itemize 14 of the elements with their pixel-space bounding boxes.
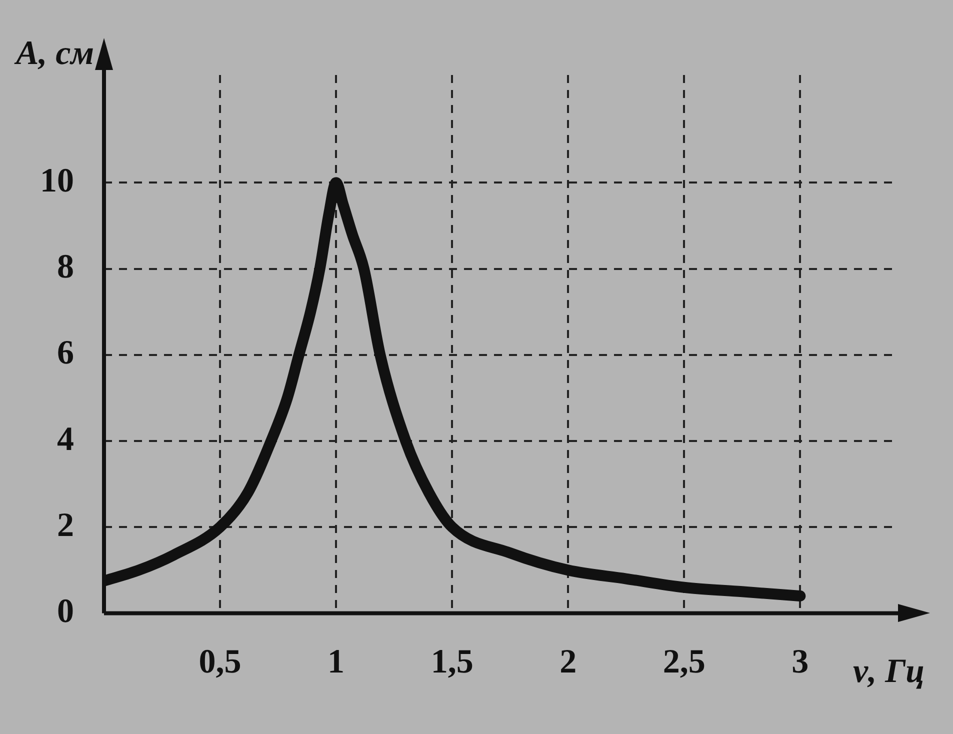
y-axis-title: A, см xyxy=(14,34,94,72)
y-tick-label: 10 xyxy=(40,162,74,200)
y-tick-label: 8 xyxy=(57,248,74,286)
x-tick-label: 1,5 xyxy=(430,643,474,680)
x-tick-label: 1 xyxy=(328,643,345,680)
x-tick-label: 0,5 xyxy=(198,643,242,680)
x-tick-label: 2 xyxy=(560,643,577,680)
y-tick-label: 0 xyxy=(57,592,74,630)
x-tick-label: 2,5 xyxy=(662,643,706,680)
y-tick-label: 6 xyxy=(57,334,74,372)
x-tick-label: 3 xyxy=(792,643,809,680)
y-tick-label: 2 xyxy=(57,506,74,544)
x-axis-title: ν, Гц xyxy=(853,652,925,690)
y-tick-label: 4 xyxy=(57,420,74,458)
